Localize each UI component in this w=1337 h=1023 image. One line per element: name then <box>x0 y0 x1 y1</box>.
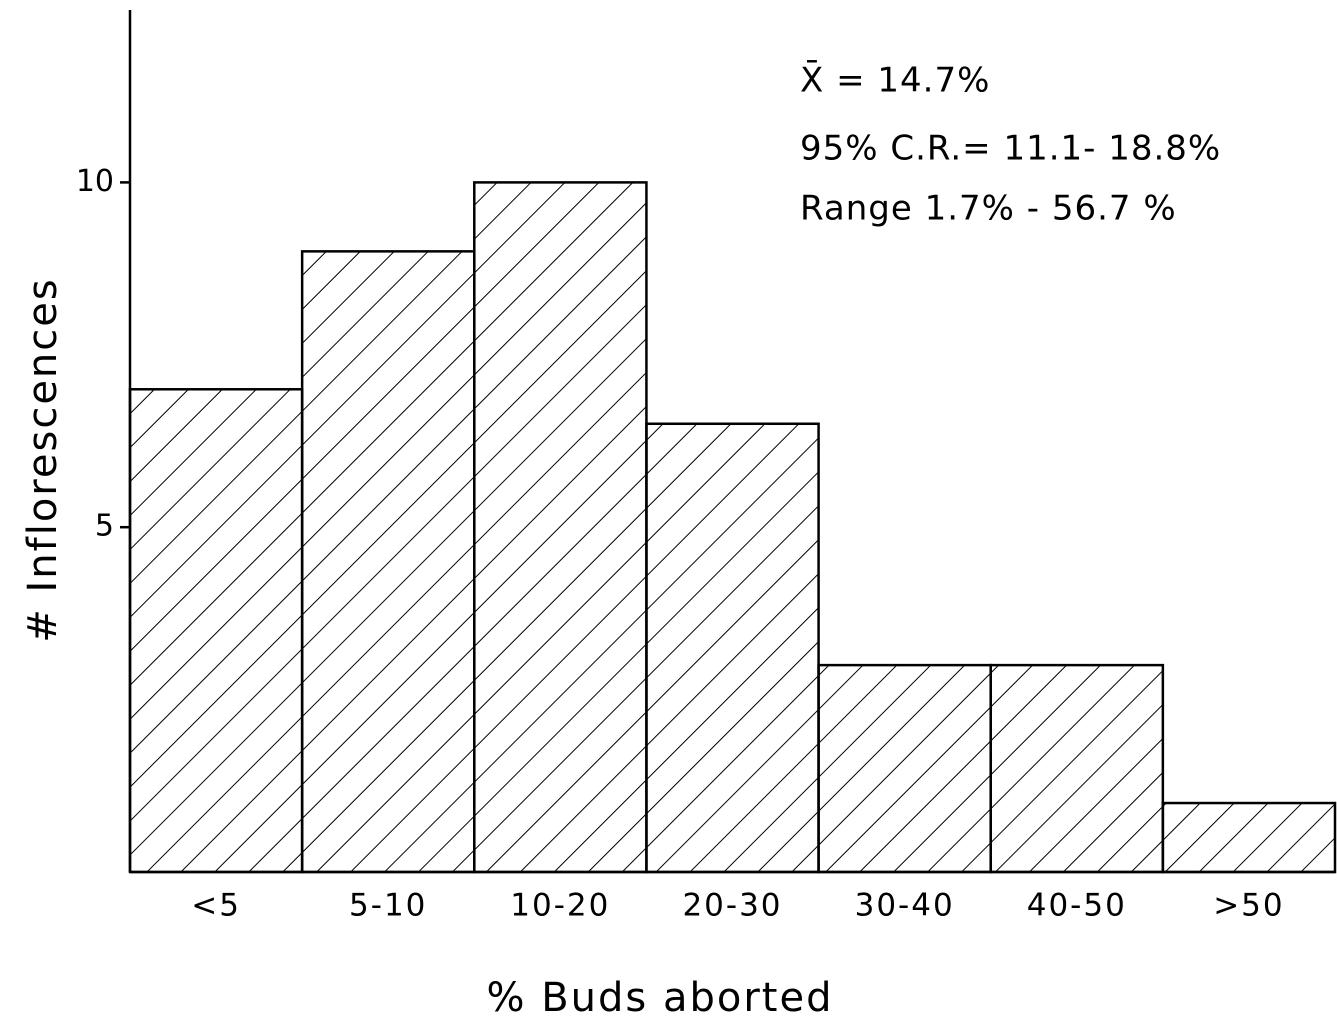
x-tick-label: 10-20 <box>510 888 610 924</box>
x-tick-label: >50 <box>1213 888 1284 924</box>
bar <box>989 663 1165 874</box>
x-axis-title: % Buds aborted <box>487 975 834 1021</box>
annotation: 95% C.R.= 11.1- 18.8% <box>800 129 1221 169</box>
bar <box>1161 801 1337 874</box>
annotation: Range 1.7% - 56.7 % <box>800 189 1177 229</box>
y-tick-label: 10 <box>76 164 114 199</box>
bar <box>128 388 304 874</box>
bar <box>300 250 476 874</box>
bar <box>817 663 992 874</box>
x-tick-label: 20-30 <box>682 888 782 924</box>
bar <box>645 422 820 874</box>
x-tick-label: <5 <box>191 888 241 924</box>
x-tick-label: 5-10 <box>349 888 427 924</box>
x-tick-label: 40-50 <box>1027 888 1127 924</box>
x-tick-label: 30-40 <box>855 888 955 924</box>
y-axis-title: # Inflorescences <box>20 277 66 642</box>
bar <box>473 181 648 874</box>
annotation: X̄ = 14.7% <box>800 59 990 100</box>
y-tick-label: 5 <box>95 509 114 544</box>
